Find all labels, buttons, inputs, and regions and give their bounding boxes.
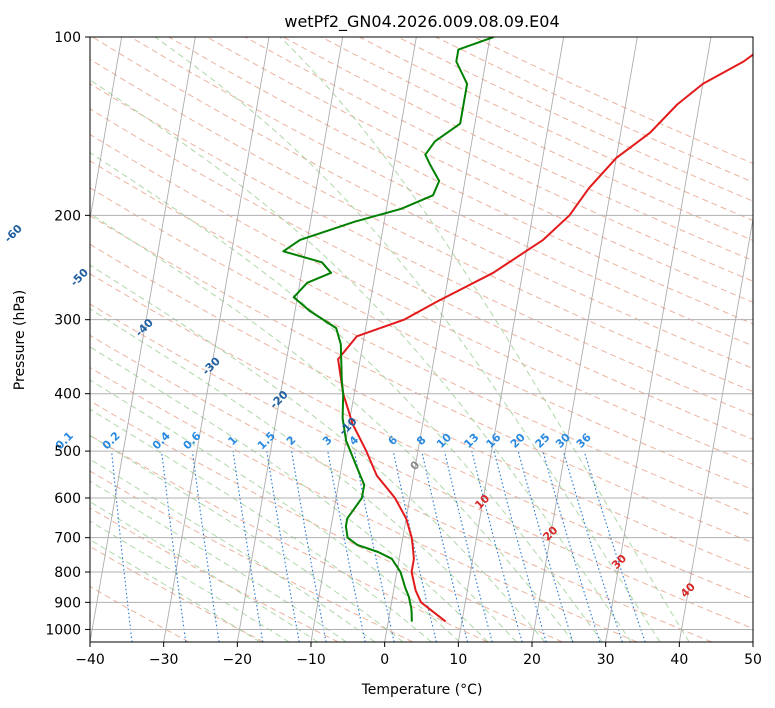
mixing-ratio-line	[232, 451, 264, 642]
x-tick-label: 10	[449, 652, 467, 668]
skewed-isotherm	[531, 37, 638, 642]
moist-adiabat	[90, 408, 432, 642]
y-axis-ticks: 1000 900 800 700 600 500 400 300 200 100	[45, 30, 90, 638]
mixing-ratio-line	[562, 450, 623, 642]
dewpoint-line	[282, 37, 495, 622]
skewed-isotherm	[236, 37, 344, 642]
x-tick-label: −10	[296, 652, 326, 668]
y-tick-label: 1000	[45, 622, 81, 638]
y-axis-label: Pressure (hPa)	[12, 290, 28, 390]
y-tick-label: 600	[54, 491, 81, 507]
x-tick-label: −30	[149, 652, 179, 668]
dry-adiabat	[90, 273, 753, 600]
skewed-isotherms	[90, 37, 753, 642]
moist-adiabat	[90, 308, 517, 642]
y-tick-label: 200	[54, 208, 81, 224]
dry-adiabat	[90, 400, 563, 642]
x-tick-label: −40	[75, 652, 105, 668]
x-axis-ticks: −40 −30 −20 −10 0 10 20 30 40 50	[75, 642, 762, 668]
moist-adiabat	[90, 480, 347, 642]
moist-adiabat	[279, 37, 690, 642]
moist-adiabat	[90, 458, 376, 642]
dry-adiabat	[90, 434, 488, 642]
pressure-gridlines	[90, 37, 753, 630]
mixing-ratio-line	[392, 450, 437, 642]
dry-adiabat	[90, 367, 638, 642]
dry-adiabat	[90, 187, 753, 517]
mixing-ratio-line	[111, 451, 133, 642]
skewed-isotherm	[457, 37, 565, 642]
mixing-ratio-line	[517, 450, 574, 642]
y-tick-label: 900	[54, 595, 81, 611]
mixing-ratio-line	[191, 451, 220, 642]
skewed-isotherm	[90, 37, 196, 642]
mixing-ratio-line	[161, 451, 187, 642]
dry-adiabat	[90, 303, 753, 630]
mixing-ratio-lines	[111, 450, 646, 642]
plot-area	[90, 37, 753, 642]
mixing-ratio-line	[421, 450, 469, 642]
x-tick-label: 20	[523, 652, 541, 668]
dry-adiabat	[168, 37, 753, 325]
moist-adiabat	[90, 212, 574, 642]
dry-adiabat	[90, 58, 753, 393]
temperature-line	[337, 53, 753, 623]
dry-adiabat	[90, 133, 753, 465]
plot-frame	[89, 36, 754, 643]
x-tick-label: 0	[380, 652, 389, 668]
dry-adiabat	[90, 507, 339, 642]
moist-adiabat	[90, 346, 489, 642]
dry-adiabat	[92, 37, 753, 369]
series-lines	[282, 37, 753, 623]
skewed-isotherm	[384, 37, 491, 642]
moist-adiabat	[90, 520, 290, 642]
moist-adiabat	[90, 152, 603, 642]
mixing-ratio-line	[542, 450, 601, 642]
mixing-ratio-line	[493, 450, 547, 642]
mixing-ratio-line	[327, 451, 366, 642]
moist-adiabats	[90, 37, 690, 642]
y-tick-label: 700	[54, 531, 81, 547]
x-tick-label: 40	[670, 652, 688, 668]
skewed-isotherm	[90, 37, 123, 222]
y-tick-label: 300	[54, 313, 81, 329]
mixing-ratio-line	[471, 450, 523, 642]
skewed-isotherm	[678, 216, 753, 642]
chart-title: wetPf2_GN04.2026.009.08.09.E04	[284, 12, 559, 32]
skewed-isotherm	[310, 37, 417, 642]
moist-adiabat	[90, 79, 632, 642]
moist-adiabat	[90, 539, 261, 642]
moist-adiabat	[90, 379, 461, 642]
x-tick-label: −20	[223, 652, 253, 668]
x-tick-label: 50	[744, 652, 762, 668]
x-axis-label: Temperature (°C)	[361, 682, 483, 698]
skewed-isotherm	[605, 37, 712, 642]
skewed-isotherm	[163, 37, 270, 642]
mixing-ratio-line	[443, 450, 493, 642]
dry-adiabat	[90, 160, 753, 491]
mixing-ratio-line	[353, 450, 395, 642]
dry-adiabat	[90, 215, 753, 544]
moist-adiabat	[90, 264, 546, 642]
mixing-ratio-line	[583, 450, 646, 642]
dry-adiabat	[206, 37, 753, 303]
y-tick-label: 400	[54, 387, 81, 403]
y-tick-label: 800	[54, 565, 81, 581]
moist-adiabat	[154, 37, 661, 642]
y-tick-label: 100	[54, 30, 81, 46]
y-tick-label: 500	[54, 444, 81, 460]
x-tick-label: 30	[597, 652, 615, 668]
